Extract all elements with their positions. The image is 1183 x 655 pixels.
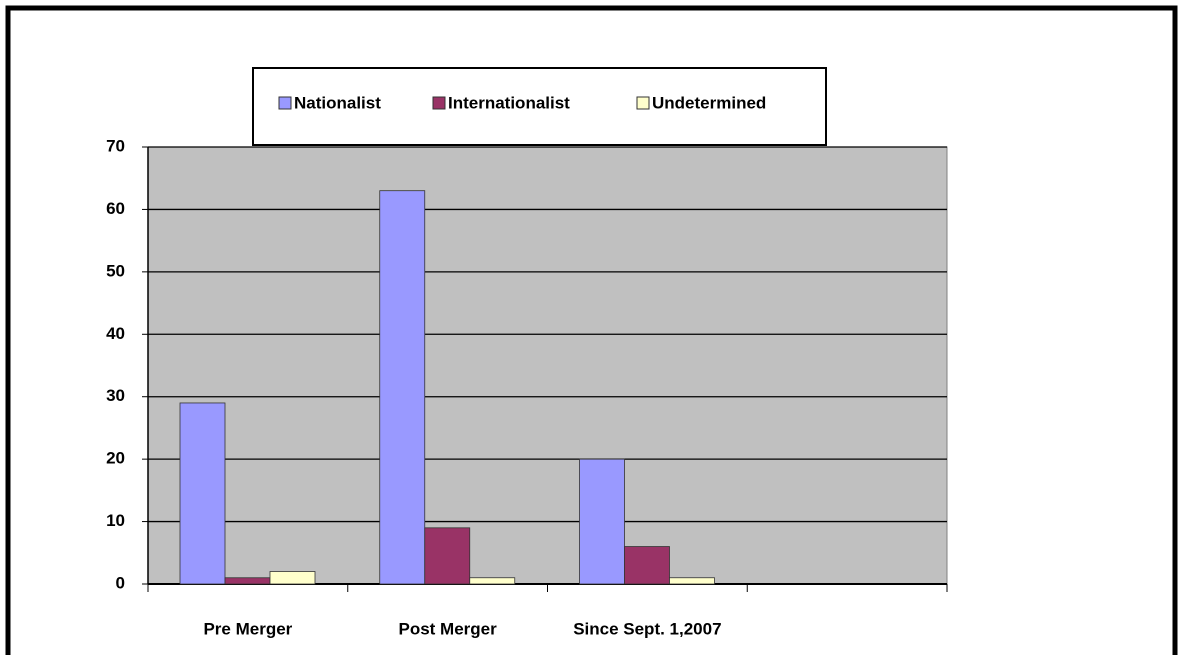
bar [269,571,316,585]
plot-area [147,146,948,585]
y-tick-label: 60 [106,199,125,218]
bar [469,577,516,585]
x-tick-label: Since Sept. 1,2007 [573,619,721,638]
legend-label: Internationalist [448,93,570,112]
legend-swatch [636,96,650,110]
legend-swatch [278,96,292,110]
frame [5,5,1178,655]
y-tick-label: 10 [106,511,125,530]
bar [379,190,426,585]
bar [624,546,670,585]
y-tick-label: 30 [106,386,125,405]
legend-label: Nationalist [294,93,381,112]
y-tick-label: 20 [106,449,125,468]
bar [224,577,271,585]
legend-label: Undetermined [652,93,766,112]
bar [179,402,226,585]
y-tick-label: 40 [106,324,125,343]
y-tick-label: 50 [106,261,125,280]
bar [424,527,471,585]
x-tick-label: Pre Merger [203,619,292,638]
x-tick-label: Post Merger [399,619,498,638]
bar [579,458,625,585]
legend-box [252,67,827,146]
y-tick-label: 70 [106,136,125,155]
legend-swatch [432,96,446,110]
y-tick-label: 0 [116,573,125,592]
bar [669,577,715,585]
